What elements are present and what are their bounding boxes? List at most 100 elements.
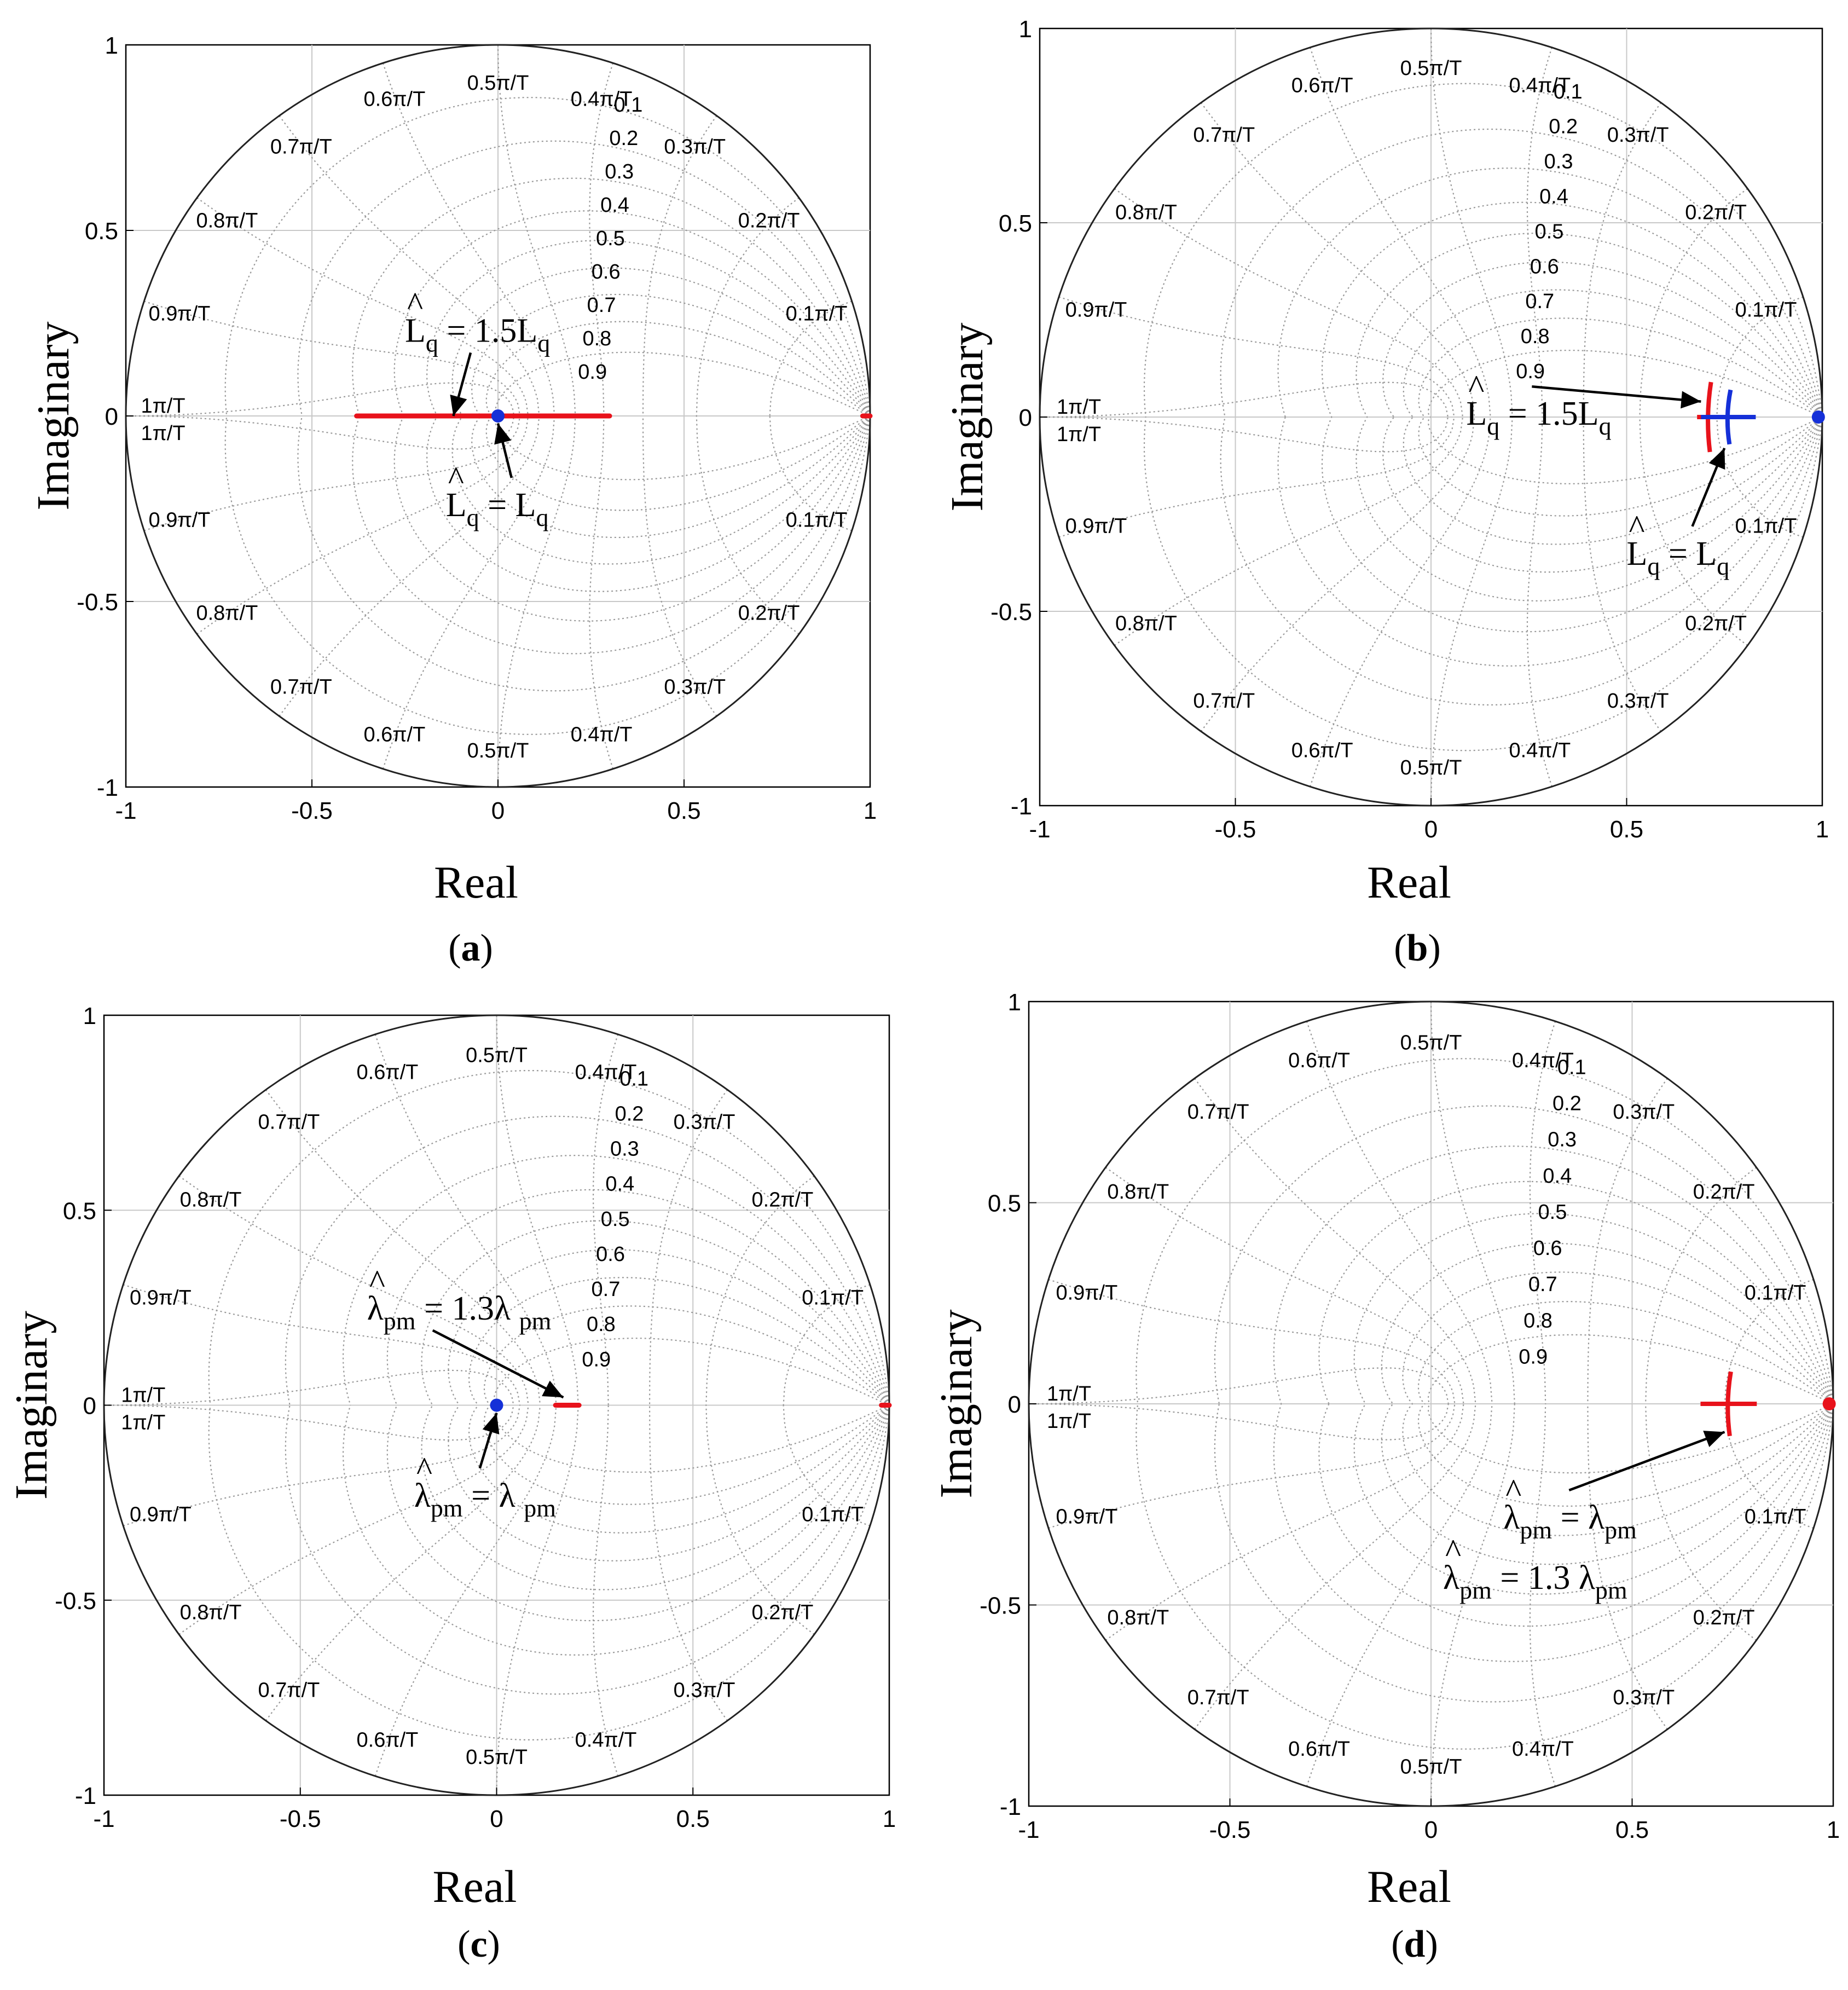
damping-label: 0.3: [1544, 151, 1573, 173]
caption-paren-open: (: [457, 1923, 470, 1965]
damping-label: 0.9: [1516, 360, 1545, 383]
damping-label: 0.4: [605, 1173, 634, 1196]
damping-label: 0.1: [614, 94, 643, 117]
panel-caption: (c): [457, 1923, 500, 1965]
annotation-subscript: pm: [1520, 1516, 1552, 1544]
frequency-label: 1π/T: [1047, 1410, 1091, 1433]
y-tick-label: -0.5: [980, 1593, 1021, 1619]
annotation-operator: = L: [1660, 535, 1717, 572]
x-tick-label: 0: [490, 1806, 503, 1832]
frequency-label: 0.3π/T: [664, 676, 726, 699]
damping-curve: [342, 1154, 890, 1656]
damping-label: 0.5: [1538, 1201, 1567, 1224]
frequency-label: 0.1π/T: [802, 1286, 864, 1309]
damping-label: 0.7: [587, 294, 616, 317]
frequency-curve: [589, 62, 614, 416]
annotation-subscript: pm: [384, 1307, 416, 1335]
damping-label: 0.6: [1533, 1237, 1562, 1260]
damping-curve: [1428, 1334, 1834, 1474]
annotation-subscript: q: [537, 329, 550, 357]
frequency-label: 0.4π/T: [1509, 739, 1571, 762]
panel-a: 0.1π/T 0.1π/T 0.2π/T 0.2π/T 0.3π/T 0.3π/T 0.4π…: [28, 32, 877, 969]
hat-accent: ^: [1468, 369, 1484, 406]
frequency-label: 0.2π/T: [738, 602, 800, 625]
annotation-text: Lq = Lq: [446, 487, 549, 531]
damping-label: 0.7: [592, 1278, 621, 1301]
frequency-label: 0.1π/T: [1735, 299, 1797, 322]
annotation-operator: = 1.5L: [438, 312, 537, 349]
damping-label: 0.4: [600, 194, 629, 217]
damping-curve: [483, 1305, 890, 1505]
frequency-label: 0.1π/T: [1745, 1505, 1806, 1528]
hat-accent: ^: [1629, 509, 1645, 546]
frequency-curve: [593, 1405, 619, 1777]
annotation-text: Lq = 1.5Lq: [405, 312, 550, 357]
annotation-symbol: λ: [367, 1290, 384, 1327]
annotation-text: Lq = Lq: [1627, 535, 1730, 580]
frequency-curve: [593, 1034, 619, 1405]
frequency-label: 1π/T: [1057, 423, 1101, 446]
frequency-label: 0.8π/T: [180, 1601, 242, 1624]
x-tick-label: 0: [1424, 816, 1438, 843]
damping-label: 0.5: [1535, 220, 1564, 243]
y-axis-label: Imaginary: [942, 322, 993, 511]
damping-curve: [1277, 167, 1823, 667]
caption-paren-close: ): [1425, 1923, 1438, 1965]
frequency-label: 0.2π/T: [738, 209, 800, 232]
y-axis-label: Imaginary: [6, 1311, 57, 1500]
frequency-label: 0.2π/T: [1685, 201, 1747, 224]
frequency-label: 0.8π/T: [1115, 201, 1177, 224]
frequency-curve: [1306, 1021, 1493, 1404]
frequency-curve: [497, 415, 576, 788]
frequency-curve: [1526, 416, 1552, 787]
frequency-curve: [1310, 416, 1491, 787]
y-tick-label: 0: [1008, 1391, 1021, 1418]
frequency-curve: [496, 1405, 579, 1796]
frequency-curve: [496, 1015, 579, 1405]
caption-paren-open: (: [448, 927, 461, 969]
annotation-subscript: pm: [519, 1307, 552, 1335]
frequency-curve: [705, 1405, 815, 1635]
damping-curve: [1417, 1300, 1834, 1507]
frequency-label: 0.5π/T: [1400, 1032, 1462, 1055]
hat-accent: ^: [1505, 1473, 1521, 1510]
frequency-label: 0.3π/T: [1613, 1101, 1675, 1124]
x-tick-label: 0: [1424, 1817, 1438, 1843]
frequency-label: 0.2π/T: [752, 1189, 814, 1212]
annotation-symbol: L: [405, 312, 426, 349]
pole-cluster-vertical: [1725, 1371, 1733, 1437]
annotation-symbol: λ: [1503, 1499, 1520, 1536]
damping-label: 0.5: [596, 227, 625, 250]
damping-label: 0.7: [1525, 290, 1554, 313]
frequency-curve: [649, 1089, 728, 1405]
frequency-label: 0.5π/T: [1400, 756, 1462, 779]
caption-paren-close: ): [488, 1923, 500, 1965]
y-tick-label: -0.5: [77, 589, 118, 616]
frequency-curve: [143, 415, 521, 531]
x-tick-label: 0: [491, 797, 505, 824]
frequency-label: 0.8π/T: [196, 602, 258, 625]
annotation-subscript: q: [1717, 552, 1729, 580]
frequency-curve: [143, 300, 521, 416]
damping-curve: [352, 177, 871, 655]
frequency-curve: [1645, 1167, 1757, 1404]
frequency-label: 0.3π/T: [1613, 1686, 1675, 1709]
frequency-curve: [1114, 188, 1463, 418]
annotation-symbol: L: [1627, 535, 1648, 572]
frequency-curve: [769, 415, 853, 531]
pole-marker: [490, 1398, 503, 1412]
frequency-curve: [374, 1034, 557, 1405]
y-tick-label: 0: [83, 1393, 96, 1420]
x-axis-label: Real: [1367, 1861, 1451, 1912]
damping-label: 0.2: [615, 1102, 644, 1125]
frequency-label: 0.9π/T: [1056, 1282, 1117, 1305]
frequency-label: 0.1π/T: [802, 1503, 864, 1526]
annotation-text: λpm = λpm: [1503, 1499, 1637, 1544]
frequency-label: 0.2π/T: [1685, 612, 1747, 635]
frequency-label: 0.7π/T: [1187, 1101, 1249, 1124]
damping-label: 0.1: [1557, 1056, 1586, 1079]
damping-label: 0.2: [609, 127, 638, 150]
damping-label: 0.8: [582, 327, 611, 350]
damping-curve: [1418, 317, 1823, 517]
annotation-arrowhead: [1708, 448, 1725, 470]
